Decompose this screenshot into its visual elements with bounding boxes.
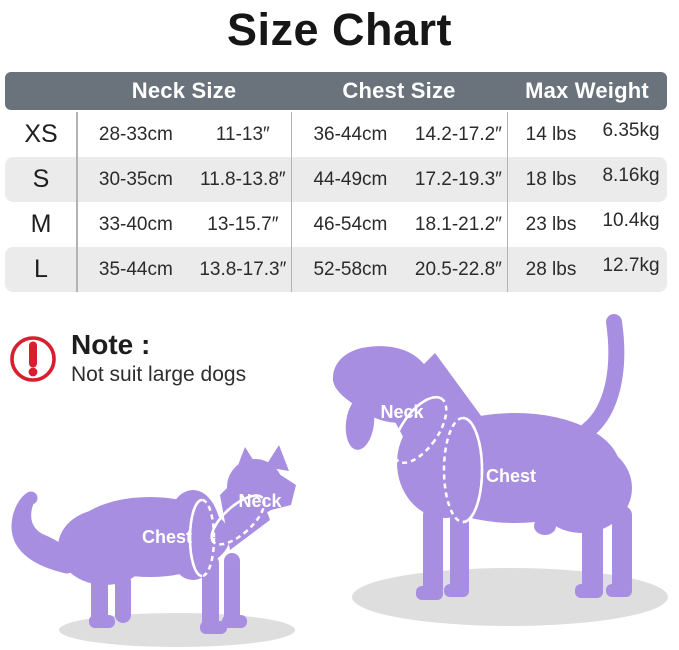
note-section: Note : Not suit large dogs xyxy=(8,330,246,388)
neck-cm: 30-35cm xyxy=(98,168,173,190)
table-row-s: S 30-35cm 11.8-13.8″ 44-49cm 17.2-19.3″ … xyxy=(5,157,667,202)
neck-values: 33-40cm 13-15.7″ xyxy=(77,214,291,236)
size-label: XS xyxy=(24,120,58,148)
weight-lbs: 28 lbs xyxy=(525,258,577,280)
chest-in: 17.2-19.3″ xyxy=(414,168,502,190)
weight-kg: 6.35kg xyxy=(602,119,660,141)
chest-values: 52-58cm 20.5-22.8″ xyxy=(291,259,507,281)
chest-cm: 46-54cm xyxy=(313,213,388,235)
table-row-l: L 35-44cm 13.8-17.3″ 52-58cm 20.5-22.8″ … xyxy=(5,247,667,292)
chest-in: 14.2-17.2″ xyxy=(414,123,502,145)
weight-values: 18 lbs 8.16kg xyxy=(507,165,667,191)
note-label: Note : xyxy=(71,329,151,360)
neck-values: 28-33cm 11-13″ xyxy=(77,124,291,146)
chest-in: 20.5-22.8″ xyxy=(414,258,502,280)
note-text-block: Note : Not suit large dogs xyxy=(71,330,246,388)
chest-cm: 36-44cm xyxy=(313,123,388,145)
chest-in: 18.1-21.2″ xyxy=(414,213,502,235)
weight-values: 23 lbs 10.4kg xyxy=(507,210,667,236)
cat-chest-band xyxy=(188,498,216,578)
weight-values: 28 lbs 12.7kg xyxy=(507,255,667,281)
neck-cm: 33-40cm xyxy=(98,213,173,235)
table-row-m: M 33-40cm 13-15.7″ 46-54cm 18.1-21.2″ 23… xyxy=(5,202,667,247)
neck-cm: 35-44cm xyxy=(98,258,173,280)
dog-illustration: Neck Chest xyxy=(332,314,668,626)
weight-lbs: 18 lbs xyxy=(525,168,577,190)
chest-cm: 52-58cm xyxy=(313,258,388,280)
size-table-header: Neck Size Chest Size Max Weight xyxy=(5,72,667,110)
chest-values: 44-49cm 17.2-19.3″ xyxy=(291,169,507,191)
weight-values: 14 lbs 6.35kg xyxy=(507,120,667,146)
weight-kg: 12.7kg xyxy=(602,254,660,276)
header-max-weight: Max Weight xyxy=(525,78,649,103)
cat-illustration: Neck Chest xyxy=(11,445,296,647)
table-row-xs: XS 28-33cm 11-13″ 36-44cm 14.2-17.2″ 14 … xyxy=(5,112,667,157)
dog-chest-label: Chest xyxy=(486,466,536,486)
cat-neck-band xyxy=(210,494,266,546)
weight-kg: 8.16kg xyxy=(602,164,660,186)
cat-silhouette xyxy=(11,445,296,634)
weight-lbs: 23 lbs xyxy=(525,213,577,235)
column-divider xyxy=(506,112,508,292)
chest-cm: 44-49cm xyxy=(313,168,388,190)
warning-icon xyxy=(10,336,56,382)
weight-kg: 10.4kg xyxy=(602,209,660,231)
column-divider xyxy=(290,112,292,292)
dog-neck-label: Neck xyxy=(380,402,424,422)
neck-in: 11-13″ xyxy=(215,123,270,145)
column-divider xyxy=(76,112,78,292)
dog-silhouette xyxy=(332,314,632,600)
size-table-body: XS 28-33cm 11-13″ 36-44cm 14.2-17.2″ 14 … xyxy=(5,112,667,292)
neck-in: 13-15.7″ xyxy=(207,213,279,235)
size-table: Neck Size Chest Size Max Weight XS 28-33… xyxy=(5,72,667,292)
page-title: Size Chart xyxy=(226,4,453,55)
neck-cm: 28-33cm xyxy=(98,123,173,145)
dog-neck-band xyxy=(392,395,448,465)
neck-in: 11.8-13.8″ xyxy=(200,168,286,190)
weight-lbs: 14 lbs xyxy=(525,123,577,145)
cat-neck-label: Neck xyxy=(238,491,282,511)
header-chest-size: Chest Size xyxy=(342,78,456,103)
neck-in: 13.8-17.3″ xyxy=(199,258,287,280)
size-label: M xyxy=(30,210,52,238)
chest-values: 46-54cm 18.1-21.2″ xyxy=(291,214,507,236)
size-label: L xyxy=(34,255,48,283)
cat-chest-label: Chest xyxy=(142,527,192,547)
chest-values: 36-44cm 14.2-17.2″ xyxy=(291,124,507,146)
dog-chest-band xyxy=(442,416,484,524)
size-label: S xyxy=(32,165,50,193)
header-neck-size: Neck Size xyxy=(131,78,237,103)
note-message: Not suit large dogs xyxy=(71,363,247,386)
neck-values: 30-35cm 11.8-13.8″ xyxy=(77,169,291,191)
neck-values: 35-44cm 13.8-17.3″ xyxy=(77,259,291,281)
